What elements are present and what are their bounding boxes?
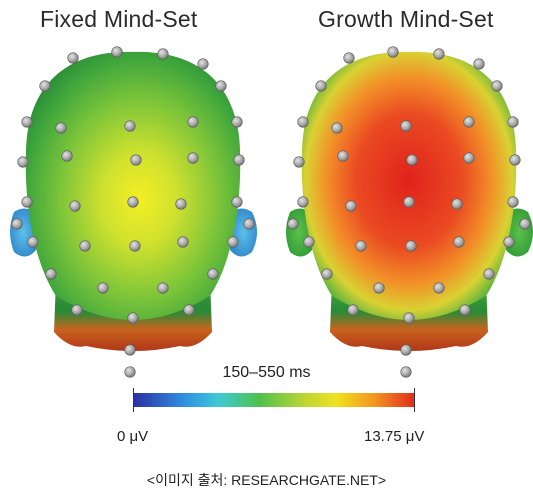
electrode [111,46,123,58]
fixed-mindset-title: Fixed Mind-Set [40,6,198,32]
electrode [79,240,91,252]
electrode [215,80,227,92]
electrode [227,236,239,248]
fixed-electrodes [11,46,255,378]
electrode [451,198,463,210]
electrode [483,268,495,280]
electrode [403,196,415,208]
electrode [315,80,327,92]
electrode [183,304,195,316]
electrode [459,304,471,316]
electrode [387,46,399,58]
electrode [197,58,209,70]
electrode [303,236,315,248]
electrode [124,366,136,378]
electrode [127,196,139,208]
electrode [345,200,357,212]
electrode [347,304,359,316]
electrode [71,304,83,316]
growth-mindset-title: Growth Mind-Set [318,6,494,32]
electrode [207,268,219,280]
electrode [519,218,531,230]
electrode [11,218,23,230]
electrode [293,156,305,168]
electrode [157,48,169,60]
electrode [509,154,521,166]
electrode [433,282,445,294]
electrode [297,196,309,208]
growth-electrodes [287,46,531,378]
electrode [130,154,142,166]
electrode [157,282,169,294]
electrode [129,240,141,252]
electrode [21,116,33,128]
electrode [187,116,199,128]
image-source-caption: <이미지 출처: RESEARCHGATE.NET> [146,472,387,488]
electrode [127,312,139,324]
electrode [491,80,503,92]
electrode [287,218,299,230]
electrode [406,154,418,166]
electrode [503,236,515,248]
time-window-label: 150–550 ms [222,364,311,381]
electrode [124,120,136,132]
electrode [433,48,445,60]
electrode [39,80,51,92]
electrode [507,116,519,128]
electrode [400,366,412,378]
electrode [463,152,475,164]
growth-scalp [301,51,517,321]
electrode [61,150,73,162]
electrode [17,156,29,168]
electrode [297,116,309,128]
electrode [343,52,355,64]
electrode [337,150,349,162]
electrode [67,52,79,64]
colorbar-tick-max [414,388,415,412]
electrode [373,282,385,294]
electrode [331,122,343,134]
electrode [321,268,333,280]
fixed-scalp [25,51,241,321]
electrode [177,236,189,248]
electrode [403,312,415,324]
electrode [231,116,243,128]
colorbar-max-label: 13.75 μV [364,428,425,445]
electrode [187,152,199,164]
electrode [231,196,243,208]
colorbar [133,393,415,407]
electrode [69,200,81,212]
electrode [55,122,67,134]
electrode [233,154,245,166]
electrode [243,218,255,230]
colorbar-min-label: 0 μV [117,428,149,445]
electrode [400,344,412,356]
electrode [21,196,33,208]
electrode [175,198,187,210]
electrode [97,282,109,294]
electrode [405,240,417,252]
electrode [507,196,519,208]
electrode [27,236,39,248]
colorbar-tick-min [133,388,134,412]
electrode [355,240,367,252]
electrode [45,268,57,280]
electrode [473,58,485,70]
electrode [124,344,136,356]
electrode [400,120,412,132]
electrode [453,236,465,248]
electrode [463,116,475,128]
